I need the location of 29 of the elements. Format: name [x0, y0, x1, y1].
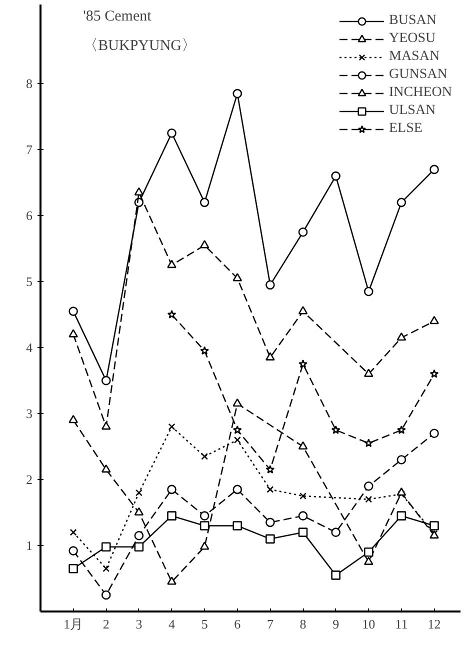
x-tick-label: 3	[136, 616, 142, 632]
x-tick-label: 2	[102, 616, 110, 632]
legend-label: YEOSU	[389, 30, 436, 48]
chart-title: '85 Cement	[83, 8, 152, 24]
y-tick-label: 1	[26, 538, 32, 554]
legend-label: MASAN	[389, 48, 440, 66]
legend-label: INCHEON	[389, 84, 452, 102]
text: 〈BUKPYUNG〉	[83, 38, 196, 54]
x-tick-label: 9	[332, 616, 340, 632]
legend-label: ULSAN	[389, 102, 436, 120]
x-tick-label: 8	[300, 616, 306, 632]
y-tick-label: 2	[26, 472, 32, 488]
x-tick-label: 12	[428, 616, 441, 632]
y-tick-label: 7	[26, 142, 33, 158]
x-tick-label: 6	[234, 616, 242, 632]
legend-label: GUNSAN	[389, 66, 448, 84]
y-tick-label: 8	[26, 76, 32, 92]
x-tick-label: 1月	[64, 616, 84, 632]
x-tick-label: 10	[362, 616, 376, 632]
x-tick-label: 11	[395, 616, 408, 632]
legend-label: ELSE	[389, 120, 422, 138]
y-tick-label: 3	[26, 406, 32, 422]
y-tick-label: 6	[26, 208, 33, 224]
x-tick-label: 7	[266, 616, 274, 632]
x-tick-label: 5	[201, 616, 208, 632]
x-tick-label: 4	[168, 616, 176, 632]
y-tick-label: 5	[26, 274, 32, 290]
y-tick-label: 4	[26, 340, 33, 356]
legend-label: BUSAN	[389, 12, 436, 30]
